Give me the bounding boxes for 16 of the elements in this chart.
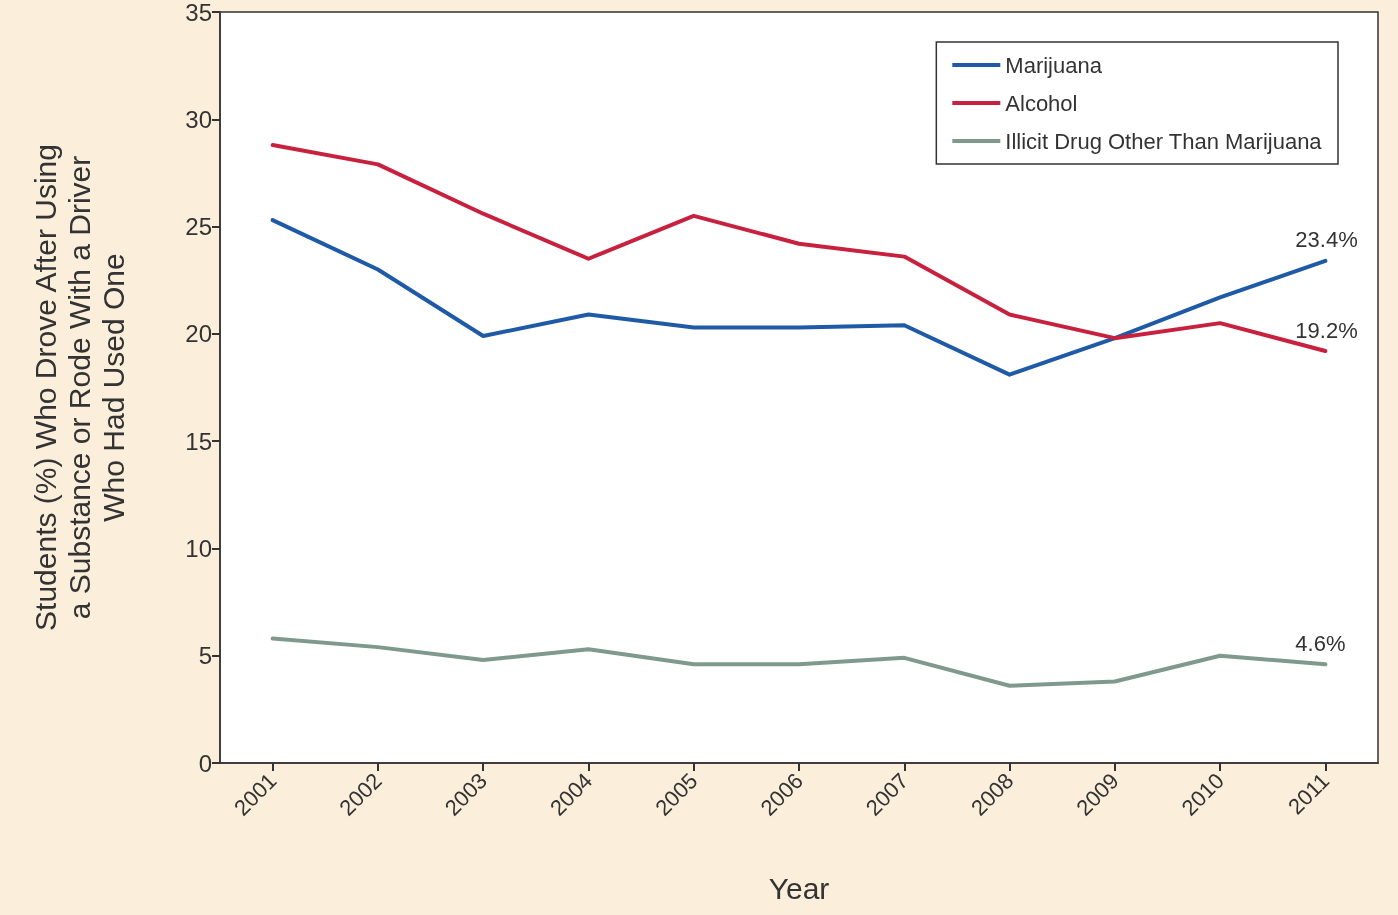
y-tick-label: 30 [185, 105, 212, 133]
y-tick-label: 20 [185, 320, 212, 348]
data-label: 4.6% [1295, 630, 1346, 656]
legend-label: Marijuana [1005, 52, 1103, 78]
y-tick-label: 10 [185, 534, 212, 562]
legend-label: Alcohol [1005, 90, 1078, 116]
y-tick-label: 35 [185, 0, 212, 26]
data-label: 23.4% [1295, 227, 1358, 253]
y-tick-label: 15 [185, 427, 212, 455]
legend-label: Illicit Drug Other Than Marijuana [1005, 128, 1323, 154]
y-tick-label: 0 [198, 749, 212, 777]
x-axis-title: Year [768, 871, 830, 905]
y-tick-label: 25 [185, 213, 212, 241]
data-label: 19.2% [1295, 317, 1358, 343]
y-tick-label: 5 [198, 642, 212, 670]
y-axis-title: Students (%) Who Drove After Using a Substance or Rode With a Driver Who Had Used One [28, 144, 130, 631]
